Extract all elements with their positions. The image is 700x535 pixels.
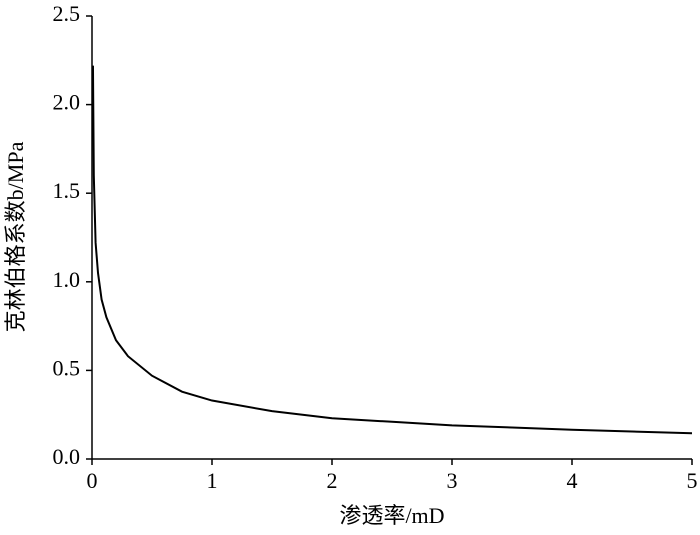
y-tick-label: 1.5 [53, 178, 81, 203]
x-tick-label: 1 [207, 468, 218, 493]
x-tick-label: 0 [87, 468, 98, 493]
y-tick-label: 1.0 [53, 267, 81, 292]
x-tick-label: 3 [447, 468, 458, 493]
line [91, 65, 693, 435]
y-tick-label: 2.5 [53, 1, 81, 26]
y-tick-label: 2.0 [53, 90, 81, 115]
x-tick-label: 5 [687, 468, 698, 493]
y-tick-label: 0.0 [53, 444, 81, 469]
y-tick-label: 0.5 [53, 355, 81, 380]
x-tick-label: 2 [327, 468, 338, 493]
x-tick-label: 4 [567, 468, 578, 493]
y-axis-label: 克林伯格系数b/MPa [3, 141, 28, 332]
x-axis-label: 渗透率/mD [339, 503, 444, 528]
